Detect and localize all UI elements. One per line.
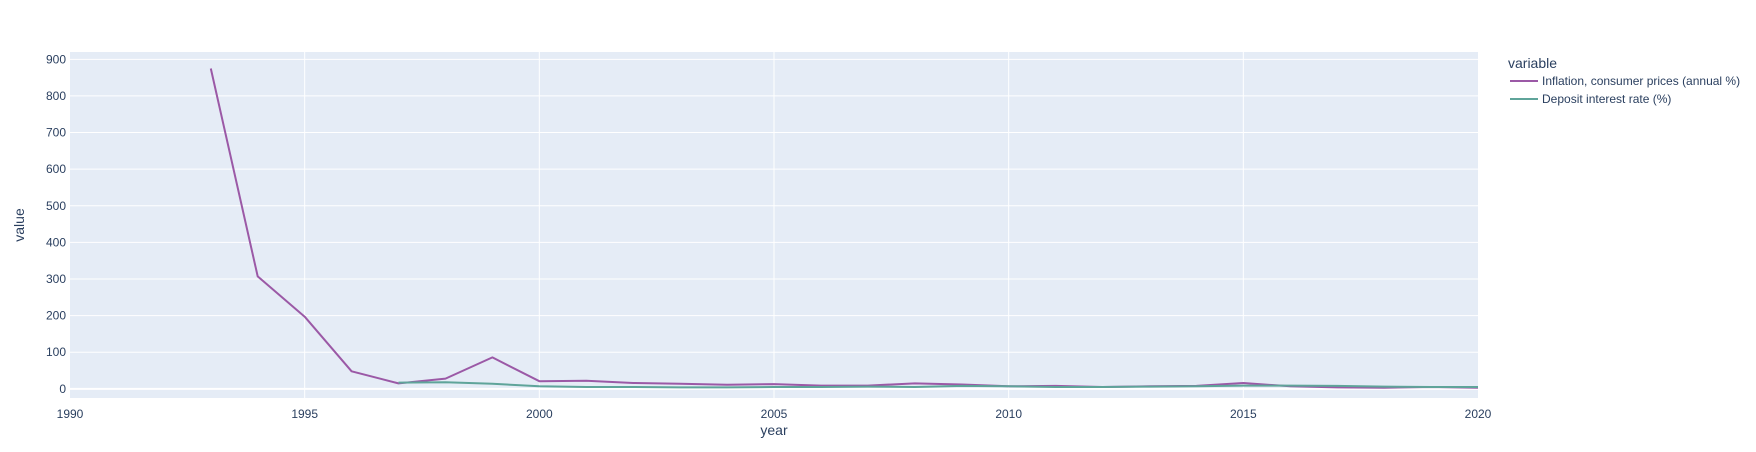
x-tick-label: 1995 xyxy=(291,407,318,421)
series-line-deposit-rate xyxy=(398,381,1478,389)
y-tick-label: 800 xyxy=(46,89,66,103)
y-tick-label: 500 xyxy=(46,199,66,213)
x-tick-label: 2000 xyxy=(526,407,553,421)
legend-label-deposit-rate: Deposit interest rate (%) xyxy=(1542,92,1671,106)
series-lines xyxy=(209,68,1479,389)
y-tick-label: 100 xyxy=(46,345,66,359)
x-axis-ticks: 1990 1995 2000 2005 2010 2015 2020 xyxy=(57,407,1492,421)
x-tick-label: 2015 xyxy=(1230,407,1257,421)
x-tick-label: 2020 xyxy=(1465,407,1492,421)
y-axis-ticks: 0 100 200 300 400 500 600 700 800 900 xyxy=(46,52,66,396)
legend[interactable]: variable Inflation, consumer prices (ann… xyxy=(1508,55,1740,106)
x-tick-label: 2005 xyxy=(761,407,788,421)
y-tick-label: 700 xyxy=(46,126,66,140)
legend-title: variable xyxy=(1508,55,1557,71)
x-tick-label: 2010 xyxy=(995,407,1022,421)
x-axis-title: year xyxy=(760,422,788,438)
legend-item-deposit-rate[interactable]: Deposit interest rate (%) xyxy=(1510,92,1671,106)
legend-item-inflation[interactable]: Inflation, consumer prices (annual %) xyxy=(1510,74,1740,88)
y-tick-label: 600 xyxy=(46,162,66,176)
x-tick-label: 1990 xyxy=(57,407,84,421)
x-gridlines xyxy=(304,52,1244,398)
y-tick-label: 200 xyxy=(46,309,66,323)
y-axis-title: value xyxy=(11,208,27,242)
y-tick-label: 300 xyxy=(46,272,66,286)
y-tick-label: 900 xyxy=(46,52,66,66)
legend-label-inflation: Inflation, consumer prices (annual %) xyxy=(1542,74,1740,88)
y-tick-label: 0 xyxy=(59,382,66,396)
y-tick-label: 400 xyxy=(46,235,66,249)
